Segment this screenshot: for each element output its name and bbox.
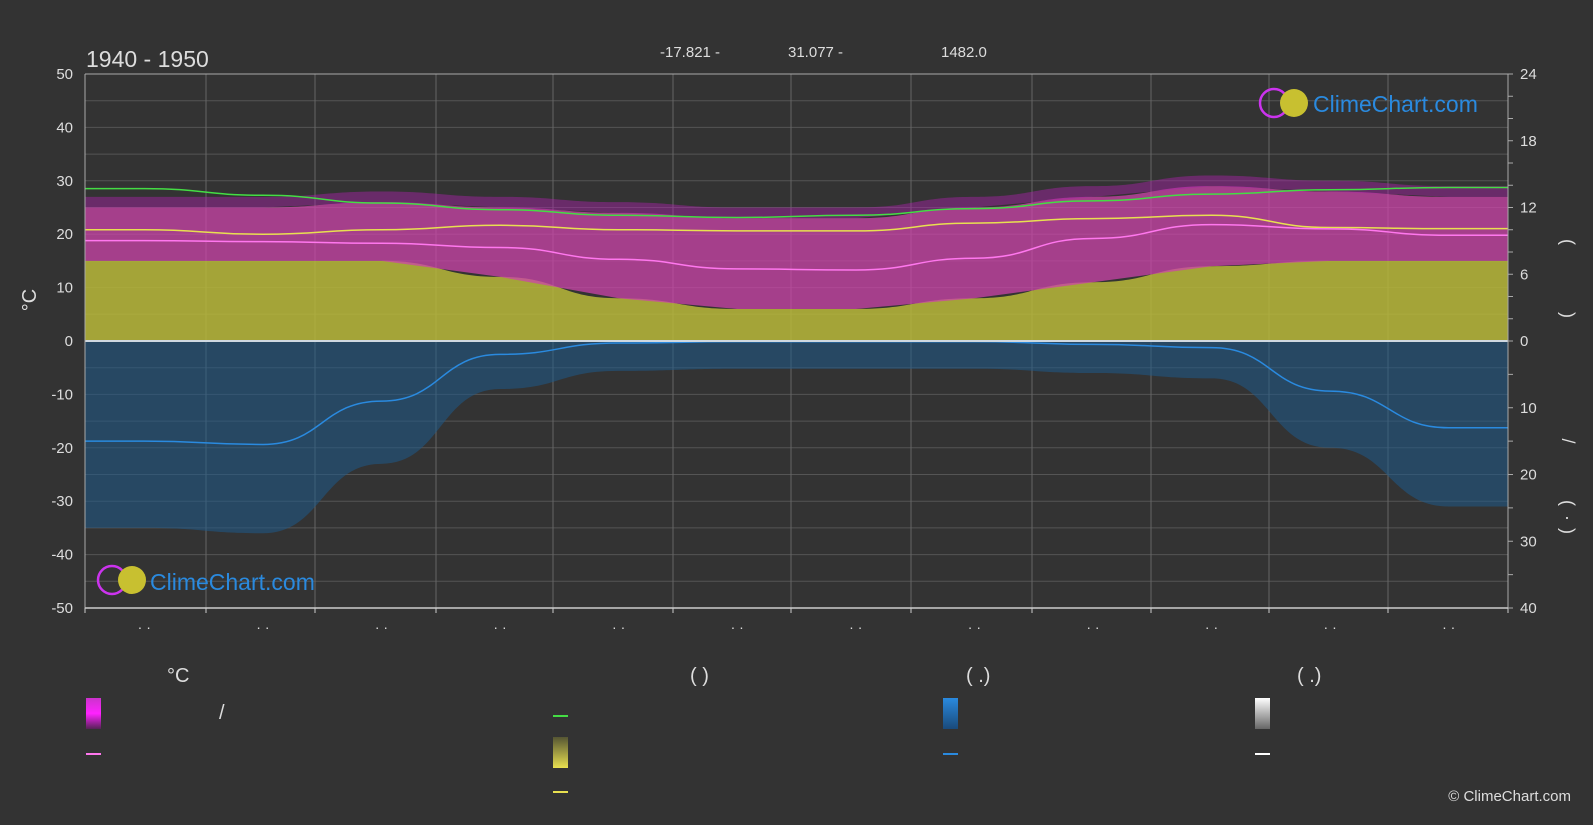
- x-tick-label: · ·: [612, 619, 625, 635]
- precipitation-area: [85, 341, 1508, 534]
- x-tick-label: · ·: [1442, 619, 1455, 635]
- axis-labels: -50 -40 -30 -20 -10 0 10 20 30 40 50 0 6 12 18 24 10 20 30…: [51, 66, 1578, 635]
- header-value-elevation: 1482.0: [941, 44, 987, 61]
- y-tick-label-right-top: 18: [1520, 133, 1537, 150]
- logo-sun-icon: [1280, 89, 1308, 117]
- legend-snow-header: ( .): [1297, 665, 1322, 687]
- logo-text-top: ClimeChart.com: [1313, 91, 1478, 117]
- y-axis-left-label: °C: [19, 289, 41, 311]
- x-tick-label: · ·: [731, 619, 744, 635]
- right-axis-mark: ): [1558, 528, 1578, 534]
- y-tick-label-left: -10: [51, 386, 73, 403]
- legend-temp-mean-swatch: [86, 753, 101, 755]
- legend-precip-swatch: [943, 698, 958, 729]
- temperature-extreme-area: [85, 175, 1508, 219]
- x-tick-label: · ·: [849, 619, 862, 635]
- logo-bottom: ClimeChart.com: [96, 564, 315, 596]
- logo-sun-icon: [118, 566, 146, 594]
- y-tick-label-right-bottom: 20: [1520, 467, 1537, 484]
- x-tick-label: · ·: [375, 619, 388, 635]
- y-tick-label-right-top: 6: [1520, 266, 1528, 283]
- y-tick-label-right-bottom: 40: [1520, 600, 1537, 617]
- x-tick-label: · ·: [138, 619, 151, 635]
- legend-temp-range-swatch: [86, 698, 101, 729]
- right-axis-mark: (: [1558, 239, 1578, 245]
- legend-sun-header: ( ): [690, 665, 709, 687]
- right-axis-mark: (: [1558, 500, 1578, 506]
- y-tick-label-right-top: 24: [1520, 66, 1537, 83]
- x-tick-label: · ·: [1205, 619, 1218, 635]
- x-tick-label: · ·: [256, 619, 269, 635]
- y-tick-label-left: 20: [56, 226, 73, 243]
- y-tick-label-left: -40: [51, 547, 73, 564]
- header-value-max: 31.077 -: [788, 44, 843, 61]
- y-tick-label-right-bottom: 10: [1520, 400, 1537, 417]
- legend-sunshine-swatch: [553, 737, 568, 768]
- legend-temp-header: °C: [167, 665, 190, 687]
- y-tick-label-left: -30: [51, 493, 73, 510]
- right-axis-mark: ): [1558, 312, 1578, 318]
- right-axis-mark: ·: [1558, 515, 1578, 521]
- y-tick-label-left: 50: [56, 66, 73, 83]
- chart-title: 1940 - 1950: [86, 46, 209, 72]
- x-tick-label: · ·: [493, 619, 506, 635]
- x-tick-label: · ·: [1324, 619, 1337, 635]
- y-tick-label-left: 10: [56, 280, 73, 297]
- y-tick-label-right-top: 12: [1520, 200, 1537, 217]
- y-tick-label-left: 40: [56, 119, 73, 136]
- y-tick-label-left: -20: [51, 440, 73, 457]
- x-tick-label: · ·: [968, 619, 981, 635]
- legend-precip-line-swatch: [943, 753, 958, 755]
- axes: [84, 73, 1513, 613]
- y-tick-label-right-top: 0: [1520, 333, 1528, 350]
- legend-rain-header: ( .): [966, 665, 991, 687]
- logo-text-bottom: ClimeChart.com: [150, 569, 315, 595]
- y-tick-label-left: -50: [51, 600, 73, 617]
- sunshine-area: [85, 260, 1508, 341]
- legend-daylight-swatch: [553, 715, 568, 717]
- chart-fills: [85, 175, 1508, 534]
- legend-temp-item1-sep: /: [219, 702, 225, 724]
- legend-sunshine-line-swatch: [553, 791, 568, 793]
- logo-top: ClimeChart.com: [1258, 87, 1478, 119]
- y-tick-label-left: 0: [65, 333, 73, 350]
- daylight-line: [85, 186, 1508, 219]
- x-tick-label: · ·: [1086, 619, 1099, 635]
- right-axis-mark: /: [1558, 438, 1578, 443]
- temperature-mean-line: [84, 223, 1508, 271]
- legend-snow-swatch: [1255, 698, 1270, 729]
- y-tick-label-left: 30: [56, 173, 73, 190]
- header-value-min: -17.821 -: [660, 44, 720, 61]
- copyright: © ClimeChart.com: [1448, 788, 1571, 805]
- legend-snow-line-swatch: [1255, 753, 1270, 755]
- sunshine-line: [84, 214, 1508, 235]
- y-tick-label-right-bottom: 30: [1520, 533, 1537, 550]
